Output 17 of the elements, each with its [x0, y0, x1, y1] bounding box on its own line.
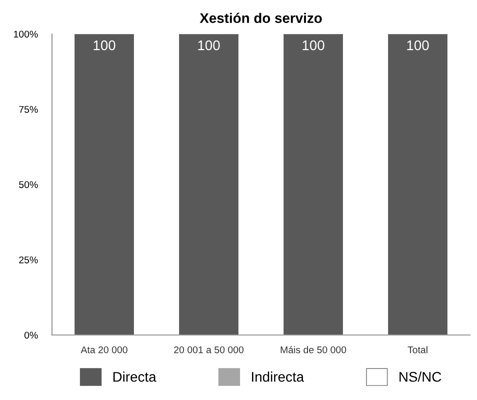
legend-label: NS/NC [400, 372, 442, 382]
x-tick-label: 20 001 a 50 000 [174, 346, 244, 354]
x-tick-label: Máis de 50 000 [280, 346, 346, 354]
y-tick-label: 0% [24, 332, 38, 339]
data-label: 100 [198, 40, 220, 50]
legend-label: Indirecta [252, 372, 304, 382]
data-label: 100 [302, 40, 324, 50]
legend-label: Directa [113, 372, 156, 382]
y-tick-label: 75% [19, 106, 38, 113]
y-tick-label: 50% [19, 181, 38, 188]
x-tick-label: Ata 20 000 [80, 346, 128, 354]
chart-title: Xestión do servizo [200, 12, 322, 24]
data-label: 100 [407, 40, 429, 50]
x-tick-label: Total [408, 346, 428, 354]
y-tick-label: 100% [14, 30, 38, 38]
data-label: 100 [94, 40, 116, 50]
y-tick-label: 25% [19, 256, 38, 264]
